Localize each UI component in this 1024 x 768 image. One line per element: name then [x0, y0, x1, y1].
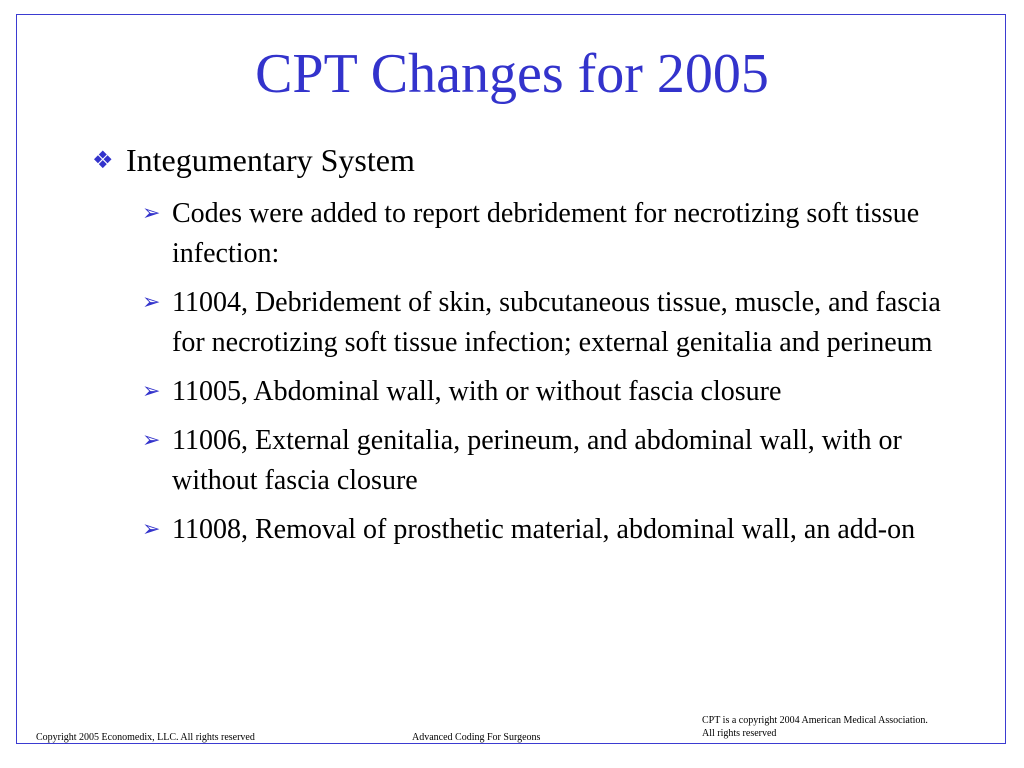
cpt-notice-line-1: CPT is a copyright 2004 American Medical…	[702, 715, 928, 726]
list-item: ➢ Codes were added to report debridement…	[142, 194, 942, 274]
list-item: ➢ 11004, Debridement of skin, subcutaneo…	[142, 283, 942, 363]
arrow-bullet-icon: ➢	[142, 517, 161, 542]
list-item-text: 11005, Abdominal wall, with or without f…	[172, 376, 782, 407]
arrow-bullet-icon: ➢	[142, 290, 161, 315]
list-item: ➢ 11005, Abdominal wall, with or without…	[142, 372, 942, 412]
footer-course-title: Advanced Coding For Surgeons	[412, 732, 541, 743]
footer-cpt-notice: CPT is a copyright 2004 American Medical…	[702, 714, 982, 740]
arrow-bullet-icon: ➢	[142, 201, 161, 226]
list-item-text: 11006, External genitalia, perineum, and…	[172, 425, 902, 496]
section-heading: ❖ Integumentary System	[92, 142, 415, 178]
arrow-bullet-icon: ➢	[142, 379, 161, 404]
list-item: ➢ 11008, Removal of prosthetic material,…	[142, 510, 942, 550]
arrow-bullet-icon: ➢	[142, 428, 161, 453]
bullet-list: ➢ Codes were added to report debridement…	[142, 194, 942, 559]
list-item-text: Codes were added to report debridement f…	[172, 198, 920, 269]
slide-title: CPT Changes for 2005	[255, 43, 769, 105]
section-label: Integumentary System	[126, 142, 415, 178]
list-item: ➢ 11006, External genitalia, perineum, a…	[142, 421, 942, 501]
diamond-bullet-icon: ❖	[92, 146, 114, 174]
list-item-text: 11008, Removal of prosthetic material, a…	[172, 514, 916, 545]
slide-frame	[16, 14, 1006, 744]
cpt-notice-line-2: All rights reserved	[702, 728, 777, 739]
footer-copyright: Copyright 2005 Economedix, LLC. All righ…	[36, 732, 255, 743]
list-item-text: 11004, Debridement of skin, subcutaneous…	[172, 287, 941, 358]
